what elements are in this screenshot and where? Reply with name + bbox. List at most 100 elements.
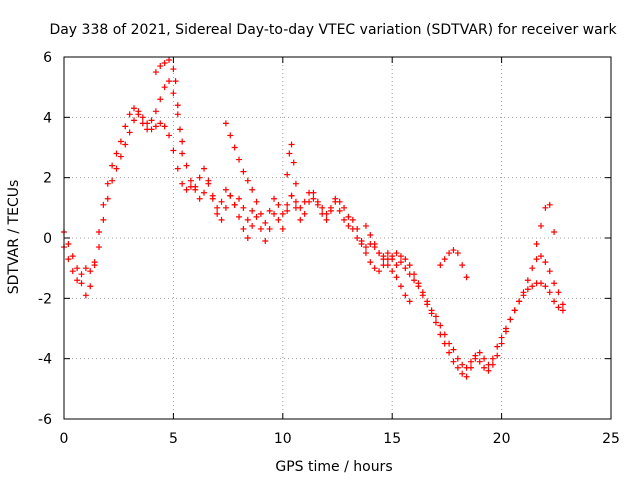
data-point	[476, 349, 483, 356]
data-point	[157, 120, 164, 127]
y-tick-label: 0	[43, 231, 52, 247]
data-point	[201, 165, 208, 172]
data-point	[542, 283, 549, 290]
data-point	[227, 192, 234, 199]
data-point	[87, 283, 94, 290]
data-point	[179, 150, 186, 157]
data-point	[144, 120, 151, 127]
data-point	[463, 364, 470, 371]
data-point	[271, 210, 278, 217]
data-point	[262, 238, 269, 245]
data-point	[546, 289, 553, 296]
data-point	[170, 66, 177, 73]
data-point	[371, 265, 378, 272]
data-point	[100, 201, 107, 208]
data-point	[489, 355, 496, 362]
y-tick-label: -4	[38, 352, 52, 368]
data-point	[65, 256, 72, 263]
data-point	[437, 262, 444, 269]
data-point	[292, 198, 299, 205]
data-series	[61, 105, 566, 380]
data-point	[179, 138, 186, 145]
data-point	[236, 213, 243, 220]
data-point	[393, 250, 400, 257]
data-point	[533, 241, 540, 248]
data-point	[463, 274, 470, 281]
data-point	[152, 108, 159, 115]
data-point	[450, 346, 457, 353]
data-point	[214, 204, 221, 211]
data-point	[244, 216, 251, 223]
data-point	[183, 162, 190, 169]
data-point	[297, 216, 304, 223]
axis-ticks: 0 5 10 15 20 25 -6 -4 -2 0 2 4 6	[38, 50, 620, 447]
data-series	[152, 57, 186, 157]
data-point	[74, 277, 81, 284]
data-point	[122, 123, 129, 130]
data-point	[454, 250, 461, 257]
data-series	[533, 201, 558, 248]
x-tick-label: 15	[383, 431, 401, 447]
data-point	[100, 216, 107, 223]
data-point	[362, 250, 369, 257]
data-point	[240, 168, 247, 175]
data-point	[166, 132, 173, 139]
data-point	[284, 171, 291, 178]
data-point	[537, 253, 544, 260]
data-point	[467, 358, 474, 365]
data-point	[406, 298, 413, 305]
data-point	[218, 216, 225, 223]
data-point	[152, 123, 159, 130]
data-point	[446, 349, 453, 356]
data-point	[222, 204, 229, 211]
x-tick-label: 20	[493, 431, 511, 447]
data-point	[222, 186, 229, 193]
data-point	[161, 60, 168, 67]
data-point	[551, 280, 558, 287]
y-tick-label: 2	[43, 171, 52, 187]
data-point	[537, 280, 544, 287]
data-point	[393, 274, 400, 281]
data-point	[389, 268, 396, 275]
chart-title: Day 338 of 2021, Sidereal Day-to-day VTE…	[49, 22, 617, 38]
data-point	[240, 225, 247, 232]
data-point	[362, 222, 369, 229]
data-point	[529, 283, 536, 290]
data-point	[231, 144, 238, 151]
data-point	[494, 343, 501, 350]
plot-frame	[63, 56, 612, 420]
data-point	[109, 177, 116, 184]
data-point	[82, 292, 89, 299]
data-point	[179, 180, 186, 187]
data-point	[459, 262, 466, 269]
data-point	[113, 165, 120, 172]
data-point	[516, 298, 523, 305]
data-point	[511, 307, 518, 314]
data-point	[376, 250, 383, 257]
data-point	[236, 156, 243, 163]
data-point	[170, 147, 177, 154]
data-point	[551, 298, 558, 305]
data-point	[290, 159, 297, 166]
data-point	[78, 280, 85, 287]
data-point	[166, 78, 173, 85]
y-axis-label: SDTVAR / TECUs	[6, 180, 22, 295]
data-point	[257, 225, 264, 232]
data-point	[450, 247, 457, 254]
data-point	[161, 123, 168, 130]
data-point	[542, 204, 549, 211]
data-point	[236, 195, 243, 202]
data-point	[183, 186, 190, 193]
data-point	[249, 186, 256, 193]
data-point	[327, 207, 334, 214]
x-tick-label: 10	[274, 431, 292, 447]
data-point	[481, 364, 488, 371]
data-point	[494, 352, 501, 359]
data-point	[419, 289, 426, 296]
data-point	[441, 256, 448, 263]
data-point	[371, 241, 378, 248]
data-point	[279, 210, 286, 217]
data-point	[555, 304, 562, 311]
data-point	[354, 225, 361, 232]
data-point	[91, 262, 98, 269]
